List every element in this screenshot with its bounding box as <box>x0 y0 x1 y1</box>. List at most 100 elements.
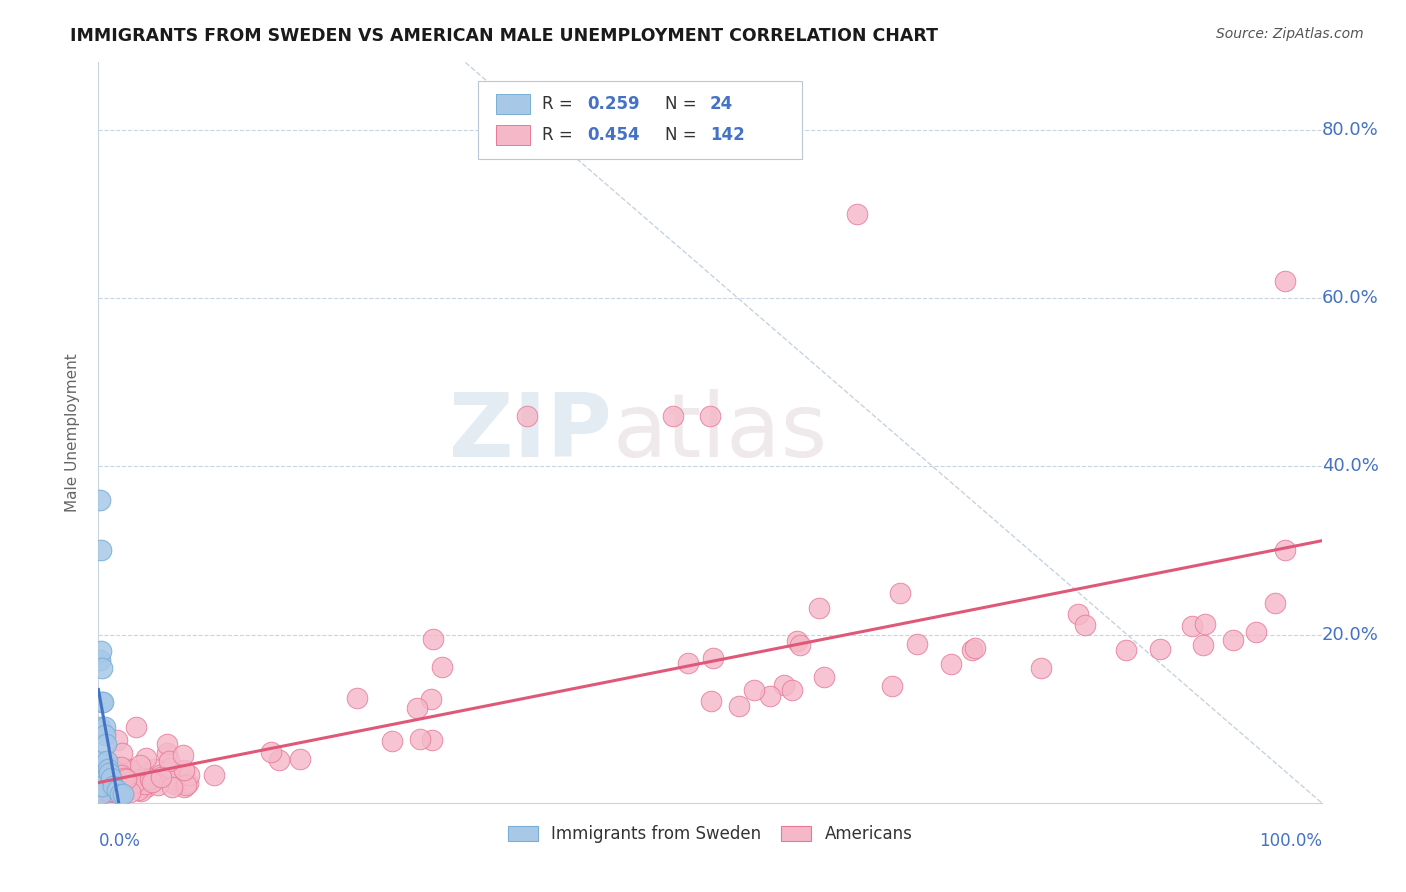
Point <box>125 779 148 793</box>
Point <box>101 779 124 793</box>
Point <box>90 780 112 794</box>
Point <box>1194 617 1216 632</box>
Point <box>150 770 173 784</box>
Point <box>100 777 122 791</box>
Point <box>962 642 984 657</box>
Point <box>813 670 835 684</box>
Point <box>105 732 128 747</box>
Point <box>114 771 136 785</box>
Point <box>699 409 721 423</box>
Point <box>97 773 120 788</box>
Point <box>1181 619 1204 633</box>
Point <box>89 720 111 734</box>
Point <box>89 653 111 667</box>
Point <box>90 762 112 776</box>
Point <box>905 637 928 651</box>
Point <box>93 783 115 797</box>
Point <box>160 780 183 795</box>
Point <box>96 778 118 792</box>
Point <box>98 785 121 799</box>
Point <box>91 787 114 801</box>
Point <box>1067 607 1090 621</box>
Point <box>939 657 962 671</box>
Point <box>93 782 115 797</box>
Point <box>93 780 115 795</box>
Point <box>111 746 134 760</box>
Text: N =: N = <box>665 95 696 113</box>
Point <box>1073 617 1095 632</box>
Point <box>90 644 112 658</box>
Point <box>129 780 152 794</box>
Point <box>965 641 987 656</box>
Point <box>104 782 127 797</box>
Point <box>94 780 117 795</box>
Point <box>98 785 121 799</box>
Point <box>174 779 197 793</box>
Point <box>156 746 179 760</box>
Point <box>118 784 141 798</box>
Point <box>98 766 121 780</box>
Point <box>91 779 114 793</box>
Point <box>97 764 120 779</box>
Point <box>114 780 136 794</box>
Point <box>1192 638 1215 652</box>
Point <box>111 782 134 797</box>
Point <box>104 772 127 787</box>
Point <box>157 754 180 768</box>
Point <box>807 600 830 615</box>
Point <box>125 781 148 796</box>
Point <box>172 747 194 762</box>
Point <box>93 720 115 734</box>
FancyBboxPatch shape <box>496 125 530 145</box>
Point <box>177 776 200 790</box>
Point <box>105 759 128 773</box>
Point <box>742 683 765 698</box>
Point <box>110 788 132 802</box>
Point <box>515 409 537 423</box>
Point <box>91 695 114 709</box>
Point <box>90 543 112 558</box>
Point <box>406 700 429 714</box>
Point <box>89 784 111 798</box>
Point <box>146 778 169 792</box>
Point <box>90 788 112 802</box>
Point <box>786 633 808 648</box>
Point <box>288 752 311 766</box>
Point <box>110 767 132 781</box>
Point <box>111 788 134 802</box>
Point <box>114 780 136 794</box>
Point <box>100 771 122 785</box>
Point <box>700 694 723 708</box>
Point <box>96 754 118 768</box>
Point <box>89 787 111 801</box>
Text: 100.0%: 100.0% <box>1258 832 1322 850</box>
Point <box>90 785 112 799</box>
Legend: Immigrants from Sweden, Americans: Immigrants from Sweden, Americans <box>501 819 920 850</box>
Point <box>702 651 724 665</box>
Text: 40.0%: 40.0% <box>1322 458 1378 475</box>
Text: atlas: atlas <box>612 389 827 476</box>
Point <box>89 781 111 796</box>
Point <box>91 661 114 675</box>
Point <box>269 753 291 767</box>
Text: 60.0%: 60.0% <box>1322 289 1378 307</box>
Point <box>118 763 141 777</box>
Point <box>115 772 138 786</box>
Point <box>125 720 148 734</box>
Point <box>89 779 111 793</box>
Point <box>409 731 432 746</box>
Point <box>773 678 796 692</box>
Text: 142: 142 <box>710 126 745 144</box>
Point <box>1115 643 1137 657</box>
Point <box>91 695 114 709</box>
Point <box>104 780 127 794</box>
Point <box>1264 596 1286 610</box>
Text: Source: ZipAtlas.com: Source: ZipAtlas.com <box>1216 27 1364 41</box>
Point <box>100 783 122 797</box>
Point <box>173 764 195 778</box>
Text: 0.0%: 0.0% <box>98 832 141 850</box>
Point <box>91 772 114 786</box>
Point <box>105 773 128 788</box>
Text: 20.0%: 20.0% <box>1322 625 1378 643</box>
Point <box>676 656 699 670</box>
